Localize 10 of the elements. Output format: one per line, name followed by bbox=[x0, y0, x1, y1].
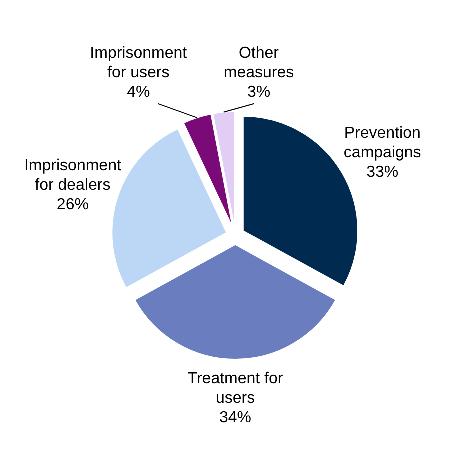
slice-label: Imprisonment for users bbox=[90, 44, 188, 82]
data-label: 34% bbox=[219, 410, 252, 426]
data-label: 26% bbox=[56, 196, 89, 214]
slice-label: Treatment for users bbox=[188, 370, 284, 407]
data-label: 3% bbox=[247, 84, 271, 101]
data-label: 33% bbox=[366, 164, 399, 181]
slice-label: Other measures bbox=[224, 44, 294, 82]
slice-label: Prevention campaigns bbox=[344, 124, 422, 162]
slice-label: Imprisonment for dealers bbox=[24, 157, 122, 194]
data-label: 4% bbox=[127, 84, 150, 101]
